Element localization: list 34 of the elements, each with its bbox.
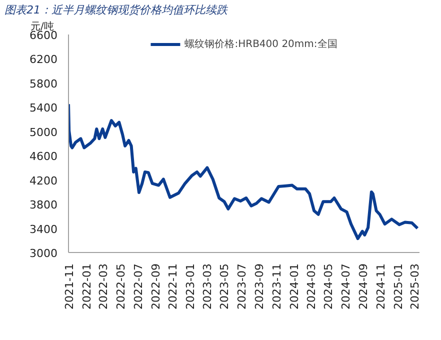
y-tick-label: 5800 <box>30 77 58 90</box>
x-tick-label: 2023-11 <box>270 263 284 310</box>
x-tick-label: 2024-09 <box>357 263 370 310</box>
y-tick-label: 4600 <box>30 150 58 164</box>
x-tick-label: 2024-01 <box>288 263 301 310</box>
y-tick-label: 5000 <box>30 126 58 139</box>
x-tick-label: 2023-09 <box>253 263 266 310</box>
x-tick-label: 2024-05 <box>322 263 336 310</box>
x-tick-label: 2022-01 <box>80 263 94 310</box>
x-tick-label: 2024-07 <box>340 263 353 310</box>
x-tick-label: 2022-09 <box>149 263 162 310</box>
x-tick-label: 2022-11 <box>166 263 180 310</box>
x-tick-label: 2023-05 <box>218 263 232 310</box>
x-tick-label: 2024-03 <box>304 263 318 310</box>
x-tick-label: 2022-07 <box>132 263 145 310</box>
chart-title: 图表21：近半月螺纹钢现货价格均值环比续跌 <box>4 4 228 16</box>
x-tick-label: 2021-11 <box>63 263 76 310</box>
x-tick-label: 2025-01 <box>392 263 405 310</box>
y-tick-label: 4200 <box>30 174 58 188</box>
y-tick-label: 6200 <box>30 53 58 66</box>
y-tick-label: 5400 <box>30 102 58 115</box>
y-tick-label: 6600 <box>30 29 58 42</box>
x-tick-label: 2022-03 <box>97 263 110 310</box>
y-tick-label: 3000 <box>30 247 58 260</box>
x-tick-label: 2025-03 <box>408 263 422 310</box>
x-tick-label: 2023-07 <box>236 263 249 310</box>
x-tick-label: 2023-01 <box>184 263 198 310</box>
x-tick-label: 2022-05 <box>114 263 128 310</box>
x-tick-label: 2024-11 <box>374 263 388 310</box>
legend-label: 螺纹钢价格:HRB400 20mm:全国 <box>184 38 338 51</box>
y-tick-label: 3400 <box>30 222 58 236</box>
y-tick-label: 3800 <box>30 198 58 212</box>
line-series <box>68 102 420 240</box>
x-tick-label: 2023-03 <box>200 263 214 310</box>
